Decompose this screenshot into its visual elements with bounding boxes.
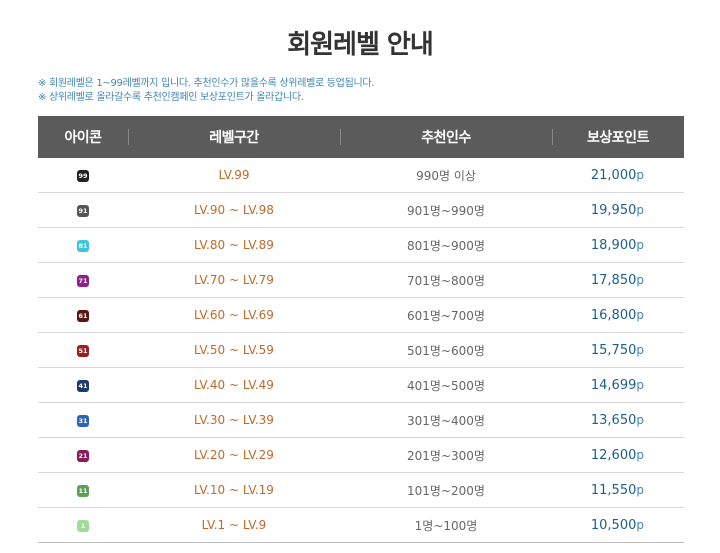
level-range: LV.1 ~ LV.9 <box>128 507 340 543</box>
table-row: 51 LV.50 ~ LV.59 501명~600명 15,750p <box>38 332 684 368</box>
level-icon-cell: 41 <box>38 367 128 403</box>
reward-points: 14,699p <box>552 367 684 403</box>
level-range: LV.90 ~ LV.98 <box>128 192 340 228</box>
reward-points-unit: p <box>636 202 644 217</box>
level-badge-icon: 61 <box>77 309 89 322</box>
level-range: LV.40 ~ LV.49 <box>128 367 340 403</box>
level-table: 아이콘 레벨구간 추천인수 보상포인트 99 LV.99 990명 이상 21,000… <box>38 116 684 543</box>
reward-points-value: 11,550 <box>590 482 637 498</box>
table-row: 81 LV.80 ~ LV.89 801명~900명 18,900p <box>38 227 684 263</box>
level-range: LV.10 ~ LV.19 <box>128 472 340 508</box>
reward-points-value: 14,699 <box>590 377 637 393</box>
level-badge-icon: 41 <box>77 379 89 392</box>
note-line-2: ※ 상위레벨로 올라갈수록 추천인캠페인 보상포인트가 올라갑니다. <box>38 92 304 103</box>
page-title: 회원레벨 안내 <box>287 30 434 60</box>
level-icon-cell: 91 <box>38 192 128 228</box>
header-referral-count: 추천인수 <box>340 116 552 158</box>
header-level-range: 레벨구간 <box>128 116 340 158</box>
reward-points-unit: p <box>636 342 644 357</box>
level-badge-icon: 91 <box>77 204 89 217</box>
reward-points: 16,800p <box>552 297 684 333</box>
level-range: LV.20 ~ LV.29 <box>128 437 340 473</box>
note-line-1: ※ 회원레벨은 1~99레벨까지 입니다. 추천인수가 많을수록 상위레벨로 등… <box>38 78 375 89</box>
reward-points-value: 21,000 <box>590 167 637 183</box>
level-range: LV.99 <box>128 158 340 193</box>
table-row: 31 LV.30 ~ LV.39 301명~400명 13,650p <box>38 402 684 438</box>
table-row: 61 LV.60 ~ LV.69 601명~700명 16,800p <box>38 297 684 333</box>
table-row: 11 LV.10 ~ LV.19 101명~200명 11,550p <box>38 472 684 508</box>
referral-count: 701명~800명 <box>340 262 552 298</box>
level-range: LV.50 ~ LV.59 <box>128 332 340 368</box>
table-row: 99 LV.99 990명 이상 21,000p <box>38 158 684 193</box>
reward-points-value: 10,500 <box>590 517 637 533</box>
reward-points-unit: p <box>636 307 644 322</box>
referral-count: 901명~990명 <box>340 192 552 228</box>
table-header-row: 아이콘 레벨구간 추천인수 보상포인트 <box>38 116 684 158</box>
reward-points-unit: p <box>636 167 644 182</box>
level-badge-icon: 99 <box>77 169 89 182</box>
header-icon: 아이콘 <box>38 116 128 158</box>
level-icon-cell: 1 <box>38 507 128 543</box>
level-range: LV.80 ~ LV.89 <box>128 227 340 263</box>
reward-points: 21,000p <box>552 158 684 193</box>
referral-count: 101명~200명 <box>340 472 552 508</box>
level-table-body: 99 LV.99 990명 이상 21,000p 91 LV.90 ~ LV.98 901명… <box>38 158 684 543</box>
reward-points: 19,950p <box>552 192 684 228</box>
reward-points: 10,500p <box>552 507 684 543</box>
reward-points-value: 13,650 <box>590 412 637 428</box>
level-range: LV.30 ~ LV.39 <box>128 402 340 438</box>
level-badge-icon: 81 <box>77 239 89 252</box>
level-icon-cell: 81 <box>38 227 128 263</box>
level-badge-icon: 31 <box>77 414 89 427</box>
table-row: 71 LV.70 ~ LV.79 701명~800명 17,850p <box>38 262 684 298</box>
referral-count: 1명~100명 <box>340 507 552 543</box>
reward-points-unit: p <box>636 447 644 462</box>
reward-points-unit: p <box>636 482 644 497</box>
reward-points-value: 16,800 <box>590 307 637 323</box>
reward-points: 12,600p <box>552 437 684 473</box>
referral-count: 501명~600명 <box>340 332 552 368</box>
level-icon-cell: 31 <box>38 402 128 438</box>
level-icon-cell: 99 <box>38 158 128 193</box>
table-row: 41 LV.40 ~ LV.49 401명~500명 14,699p <box>38 367 684 403</box>
referral-count: 601명~700명 <box>340 297 552 333</box>
reward-points-unit: p <box>636 412 644 427</box>
level-range: LV.60 ~ LV.69 <box>128 297 340 333</box>
reward-points: 13,650p <box>552 402 684 438</box>
referral-count: 990명 이상 <box>340 158 552 193</box>
reward-points-unit: p <box>636 272 644 287</box>
header-reward-points: 보상포인트 <box>552 116 684 158</box>
level-badge-icon: 1 <box>77 519 89 532</box>
referral-count: 301명~400명 <box>340 402 552 438</box>
level-notes: ※ 회원레벨은 1~99레벨까지 입니다. 추천인수가 많을수록 상위레벨로 등… <box>38 77 374 105</box>
level-badge-icon: 11 <box>77 484 89 497</box>
reward-points-value: 18,900 <box>590 237 637 253</box>
reward-points-unit: p <box>636 237 644 252</box>
level-icon-cell: 51 <box>38 332 128 368</box>
table-row: 21 LV.20 ~ LV.29 201명~300명 12,600p <box>38 437 684 473</box>
level-icon-cell: 61 <box>38 297 128 333</box>
reward-points: 17,850p <box>552 262 684 298</box>
level-icon-cell: 21 <box>38 437 128 473</box>
level-badge-icon: 21 <box>77 449 89 462</box>
referral-count: 401명~500명 <box>340 367 552 403</box>
reward-points: 18,900p <box>552 227 684 263</box>
reward-points-value: 19,950 <box>590 202 637 218</box>
level-icon-cell: 71 <box>38 262 128 298</box>
level-badge-icon: 71 <box>77 274 89 287</box>
table-row: 91 LV.90 ~ LV.98 901명~990명 19,950p <box>38 192 684 228</box>
table-row: 1 LV.1 ~ LV.9 1명~100명 10,500p <box>38 507 684 543</box>
referral-count: 801명~900명 <box>340 227 552 263</box>
reward-points: 15,750p <box>552 332 684 368</box>
reward-points-value: 15,750 <box>590 342 637 358</box>
reward-points: 11,550p <box>552 472 684 508</box>
referral-count: 201명~300명 <box>340 437 552 473</box>
level-icon-cell: 11 <box>38 472 128 508</box>
reward-points-unit: p <box>636 377 644 392</box>
level-range: LV.70 ~ LV.79 <box>128 262 340 298</box>
reward-points-value: 17,850 <box>590 272 637 288</box>
reward-points-value: 12,600 <box>590 447 637 463</box>
reward-points-unit: p <box>636 517 644 532</box>
level-badge-icon: 51 <box>77 344 89 357</box>
